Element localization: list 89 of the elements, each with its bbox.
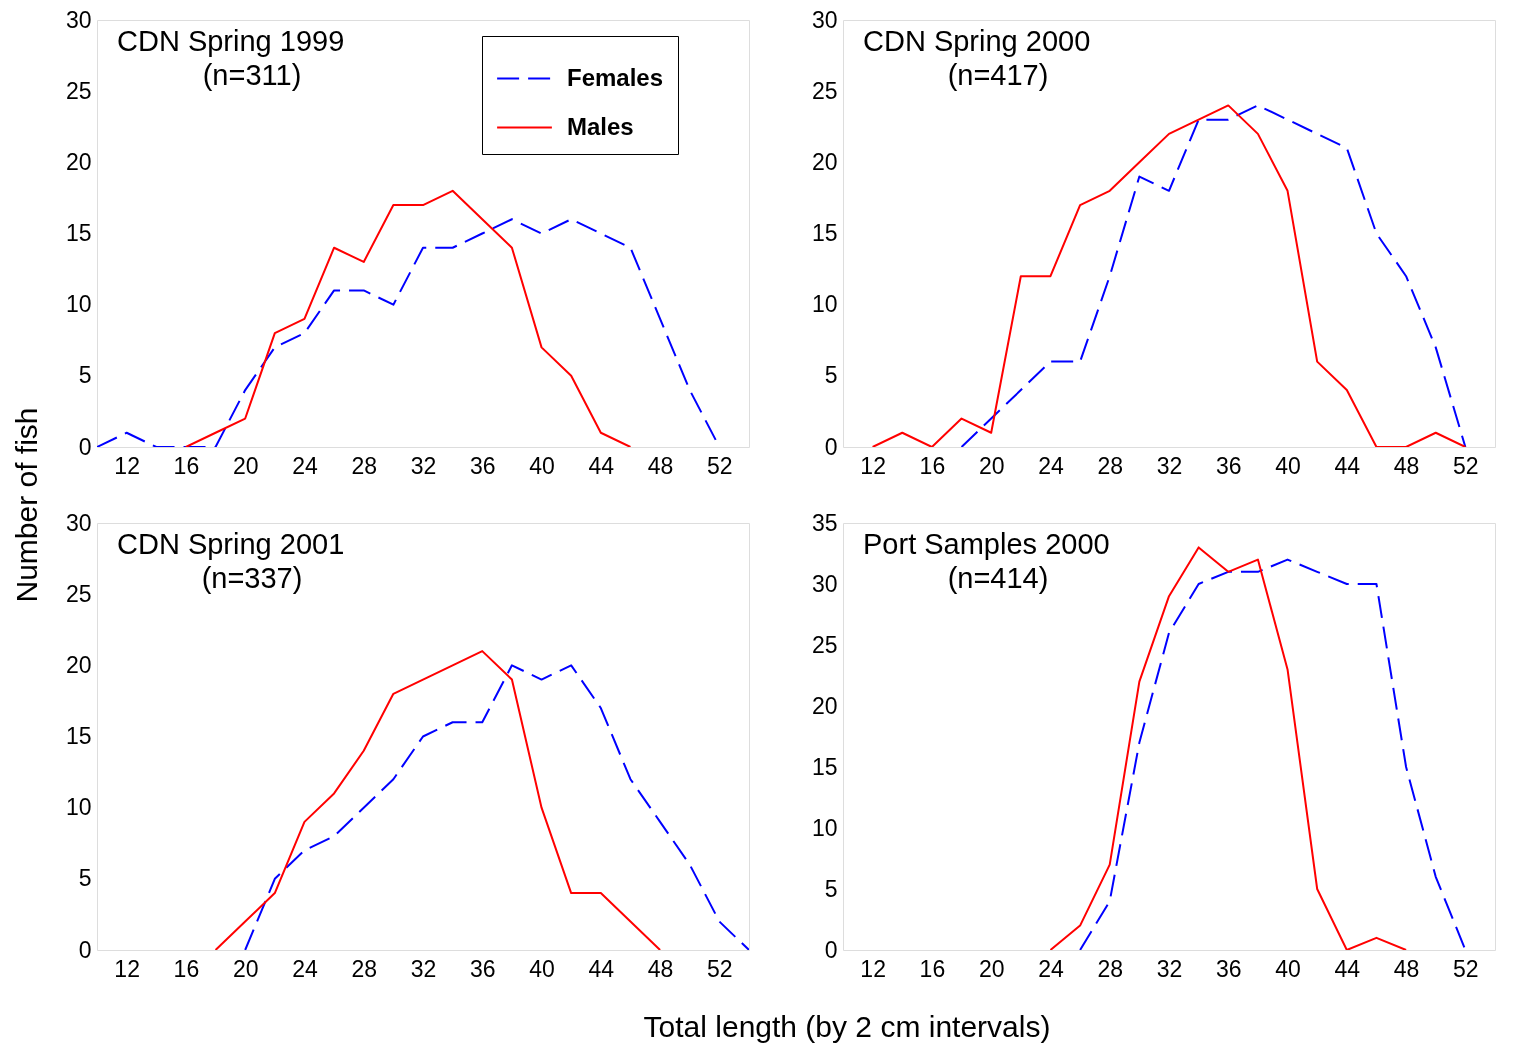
y-tick-label: 25 [811, 631, 838, 658]
x-tick-label: 44 [1334, 452, 1361, 479]
annotation: (n=417) [947, 59, 1049, 91]
chart-title: CDN Spring 1999 [117, 25, 345, 57]
x-tick-label: 48 [647, 955, 674, 982]
y-tick-label: 0 [78, 433, 92, 460]
x-tick-label: 36 [1215, 452, 1242, 479]
x-tick-label: 28 [1097, 955, 1124, 982]
y-tick-label: 10 [811, 814, 838, 841]
chart-title: CDN Spring 2001 [117, 528, 345, 560]
y-tick-label: 15 [65, 723, 92, 749]
y-axis-title: Number of fish [10, 407, 43, 603]
y-tick-label: 30 [811, 570, 838, 597]
legend-label: Males [567, 112, 634, 140]
x-tick-label: 12 [114, 452, 140, 479]
x-tick-label: 52 [707, 452, 733, 479]
x-tick-label: 48 [1393, 452, 1420, 479]
legend-label: Females [567, 63, 664, 91]
y-tick-label: 15 [811, 753, 838, 780]
x-tick-label: 36 [1215, 955, 1242, 982]
x-tick-label: 40 [529, 955, 555, 982]
x-tick-label: 32 [1156, 452, 1183, 479]
y-tick-label: 5 [78, 865, 92, 892]
x-tick-label: 16 [173, 955, 200, 982]
y-tick-label: 35 [811, 509, 838, 536]
x-tick-label: 36 [469, 452, 496, 479]
y-tick-label: 5 [78, 362, 92, 389]
x-tick-label: 16 [919, 955, 946, 982]
y-tick-label: 30 [811, 6, 838, 33]
y-tick-label: 5 [824, 875, 838, 902]
y-tick-label: 20 [65, 651, 92, 678]
x-tick-label: 36 [469, 955, 496, 982]
x-tick-label: 12 [114, 955, 140, 982]
y-tick-label: 0 [824, 936, 838, 963]
y-tick-label: 20 [811, 148, 838, 175]
x-tick-label: 28 [351, 452, 378, 479]
x-tick-label: 20 [978, 452, 1005, 479]
y-tick-label: 15 [811, 220, 838, 246]
x-tick-label: 44 [588, 452, 615, 479]
x-tick-label: 52 [1453, 452, 1479, 479]
x-tick-label: 48 [647, 452, 674, 479]
y-tick-label: 25 [811, 77, 838, 104]
x-tick-label: 40 [1275, 452, 1301, 479]
chart-title: Port Samples 2000 [863, 528, 1110, 560]
x-tick-label: 20 [232, 955, 259, 982]
x-tick-label: 16 [919, 452, 946, 479]
y-tick-label: 10 [65, 794, 92, 821]
x-tick-label: 12 [860, 452, 886, 479]
y-tick-label: 0 [78, 936, 92, 963]
line-series [214, 650, 662, 950]
x-tick-label: 40 [1275, 955, 1301, 982]
y-tick-label: 15 [65, 220, 92, 246]
x-tick-label: 32 [410, 452, 437, 479]
x-tick-label: 24 [292, 452, 318, 479]
y-tick-label: 5 [824, 362, 838, 389]
y-tick-label: 20 [811, 692, 838, 719]
annotation: (n=337) [201, 562, 303, 594]
x-tick-label: 40 [529, 452, 555, 479]
y-tick-label: 30 [65, 509, 92, 536]
x-tick-label: 52 [707, 955, 733, 982]
x-tick-label: 12 [860, 955, 886, 982]
x-tick-label: 24 [1038, 955, 1064, 982]
x-tick-label: 24 [292, 955, 318, 982]
y-tick-label: 30 [65, 6, 92, 33]
x-tick-label: 20 [978, 955, 1005, 982]
line-series [244, 664, 749, 950]
line-series [1079, 558, 1467, 950]
y-tick-label: 0 [824, 433, 838, 460]
x-tick-label: 52 [1453, 955, 1479, 982]
x-tick-label: 32 [1156, 955, 1183, 982]
x-tick-label: 28 [351, 955, 378, 982]
y-tick-label: 25 [65, 580, 92, 607]
y-tick-label: 10 [811, 291, 838, 318]
x-tick-label: 24 [1038, 452, 1064, 479]
x-tick-label: 44 [588, 955, 615, 982]
x-axis-title: Total length (by 2 cm intervals) [643, 1010, 1051, 1043]
y-tick-label: 25 [65, 77, 92, 104]
annotation: (n=414) [947, 562, 1049, 594]
y-tick-label: 10 [65, 291, 92, 318]
annotation: (n=311) [202, 59, 302, 91]
x-tick-label: 48 [1393, 955, 1420, 982]
line-series [184, 189, 632, 447]
x-tick-label: 32 [410, 955, 437, 982]
y-tick-label: 20 [65, 148, 92, 175]
chart-title: CDN Spring 2000 [863, 25, 1091, 57]
x-tick-label: 28 [1097, 452, 1124, 479]
x-tick-label: 20 [232, 452, 259, 479]
x-tick-label: 44 [1334, 955, 1361, 982]
x-tick-label: 16 [173, 452, 200, 479]
